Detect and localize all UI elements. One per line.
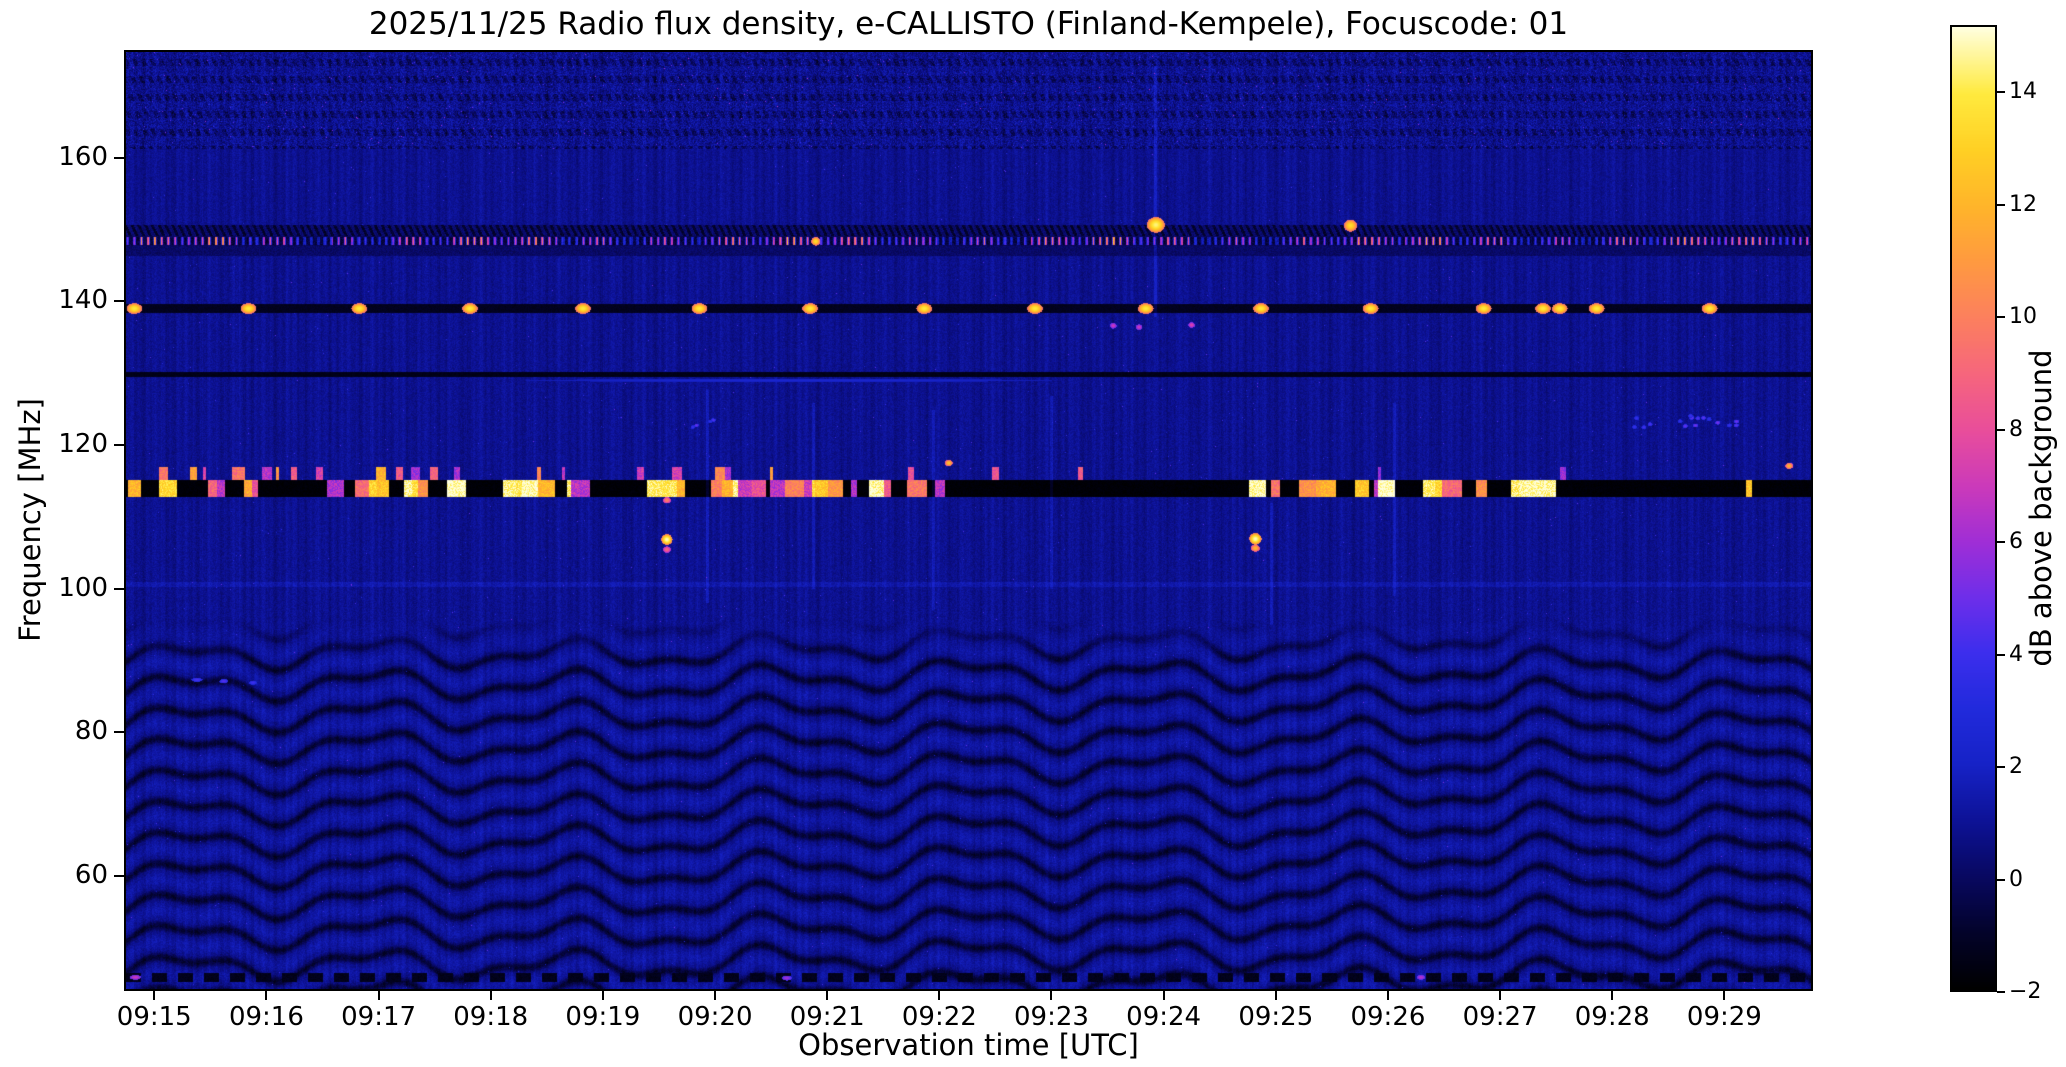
colorbar-tick-mark (1997, 766, 2005, 769)
y-tick-mark (114, 444, 124, 447)
y-tick-label: 160 (58, 141, 108, 172)
x-tick-mark (377, 991, 380, 1000)
x-tick-mark (153, 991, 156, 1000)
colorbar-tick-mark (1997, 428, 2005, 431)
colorbar-tick-mark (1997, 653, 2005, 656)
y-tick-label: 100 (58, 572, 108, 603)
plot-area (124, 50, 1813, 991)
colorbar-tick-mark (1997, 991, 2005, 993)
x-tick-label: 09:23 (1014, 1002, 1089, 1032)
y-tick-label: 80 (74, 716, 108, 747)
x-tick-label: 09:18 (453, 1002, 529, 1032)
x-tick-mark (1050, 991, 1053, 1000)
y-tick-label: 60 (74, 860, 108, 891)
colorbar-tick-label: 14 (2009, 79, 2037, 105)
y-tick-mark (114, 156, 124, 159)
colorbar-tick-label: 4 (2009, 641, 2023, 667)
x-tick-mark (1723, 991, 1726, 1000)
y-tick-mark (114, 587, 124, 590)
colorbar-tick-label: 0 (2009, 866, 2023, 892)
colorbar-tick-mark (1997, 203, 2005, 206)
x-tick-mark (489, 991, 492, 1000)
x-tick-label: 09:21 (789, 1002, 865, 1032)
x-tick-label: 09:24 (1126, 1002, 1202, 1032)
x-tick-mark (1386, 991, 1389, 1000)
x-tick-label: 09:25 (1238, 1002, 1314, 1032)
x-tick-mark (1611, 991, 1614, 1000)
colorbar-tick-mark (1997, 878, 2005, 881)
colorbar-label: dB above background (2024, 349, 2058, 667)
x-tick-label: 09:17 (341, 1002, 417, 1032)
y-tick-mark (114, 875, 124, 878)
x-axis-label: Observation time [UTC] (798, 1028, 1139, 1062)
colorbar-tick-label: 10 (2009, 304, 2037, 330)
x-tick-mark (714, 991, 717, 1000)
colorbar (1950, 25, 1997, 992)
colorbar-tick-mark (1997, 91, 2005, 94)
y-tick-mark (114, 300, 124, 303)
x-tick-label: 09:22 (901, 1002, 977, 1032)
x-tick-label: 09:19 (565, 1002, 641, 1032)
chart-title: 2025/11/25 Radio flux density, e-CALLIST… (368, 6, 1569, 42)
x-tick-label: 09:15 (116, 1002, 192, 1032)
colorbar-tick-label: 6 (2009, 529, 2023, 555)
spectrogram-canvas (126, 52, 1811, 989)
x-tick-mark (1499, 991, 1502, 1000)
colorbar-tick-label: 12 (2009, 191, 2037, 217)
x-tick-label: 09:29 (1686, 1002, 1762, 1032)
colorbar-tick-label: −2 (2009, 979, 2042, 1004)
colorbar-tick-mark (1997, 541, 2005, 544)
x-tick-label: 09:27 (1462, 1002, 1538, 1032)
x-tick-label: 09:28 (1574, 1002, 1650, 1032)
x-tick-mark (1274, 991, 1277, 1000)
x-tick-mark (601, 991, 604, 1000)
y-tick-label: 140 (58, 285, 108, 316)
y-tick-mark (114, 731, 124, 734)
colorbar-tick-mark (1997, 316, 2005, 319)
colorbar-tick-label: 8 (2009, 416, 2023, 442)
x-tick-label: 09:16 (228, 1002, 304, 1032)
colorbar-tick-label: 2 (2009, 754, 2023, 780)
x-tick-mark (938, 991, 941, 1000)
x-tick-label: 09:20 (677, 1002, 753, 1032)
x-tick-label: 09:26 (1350, 1002, 1426, 1032)
x-tick-mark (826, 991, 829, 1000)
x-tick-mark (265, 991, 268, 1000)
y-tick-label: 120 (58, 429, 108, 460)
colorbar-gradient-canvas (1952, 27, 1995, 990)
x-tick-mark (1162, 991, 1165, 1000)
